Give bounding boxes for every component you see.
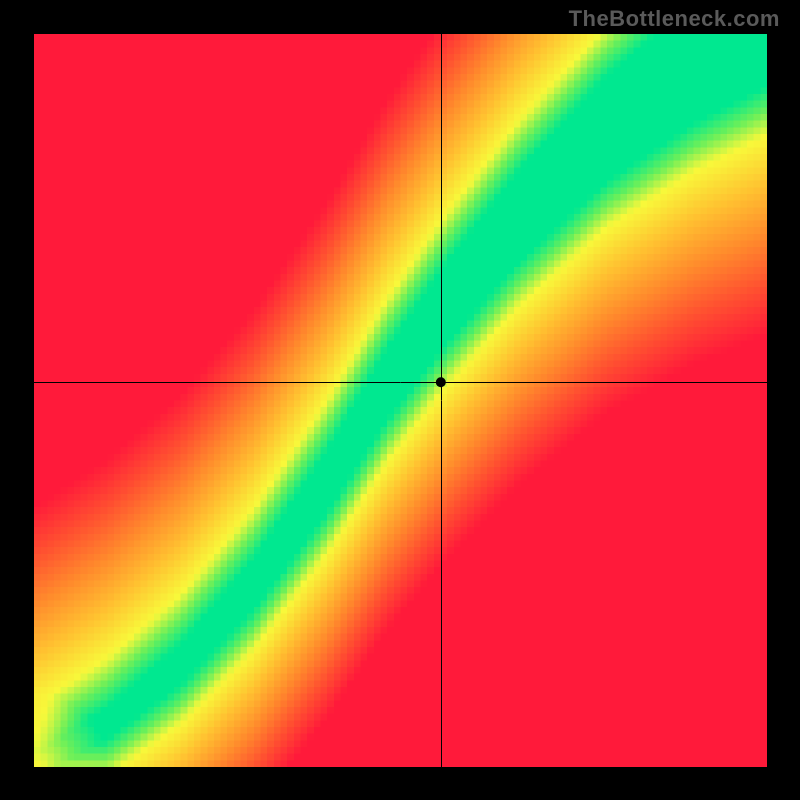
watermark-text: TheBottleneck.com: [569, 6, 780, 32]
stage: TheBottleneck.com: [0, 0, 800, 800]
crosshair-overlay: [34, 34, 767, 767]
